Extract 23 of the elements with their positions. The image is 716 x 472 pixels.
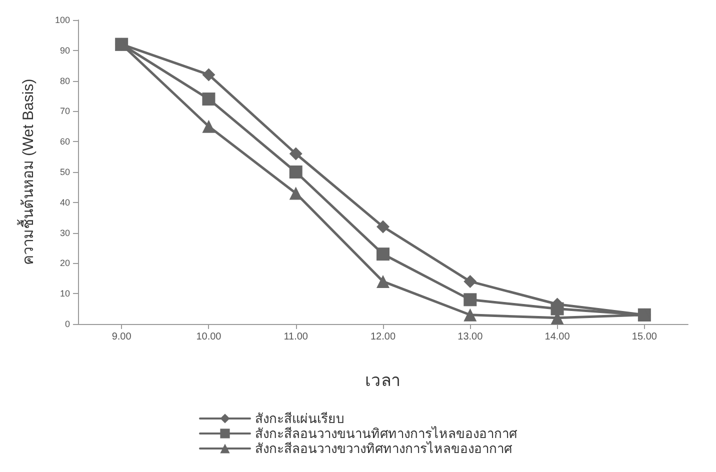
y-tick-label: 90 [60,45,70,56]
legend-label: สังกะสีลอนวางขนานทิศทางการไหลของอากาศ [255,426,518,441]
y-tick-label: 50 [60,167,70,177]
x-tick-label: 14.00 [544,332,570,342]
y-tick-label: 100 [54,15,70,25]
y-tick-label: 70 [60,106,70,116]
x-tick-label: 11.00 [284,332,308,342]
x-tick-label: 9.00 [112,332,132,342]
y-tick-label: 0 [64,319,70,329]
y-tick-label: 60 [60,136,70,147]
y-tick-label: 20 [60,258,70,268]
x-tick-label: 12.00 [370,332,396,342]
y-axis-title: ความชื้นต้นหอม (Wet Basis) [17,78,37,266]
x-tick-label: 15.00 [632,332,658,342]
x-tick-label: 10.00 [196,332,222,342]
legend-label: สังกะสีแผ่นเรียบ [255,411,344,426]
x-axis-title: เวลา [365,371,401,390]
x-tick-label: 13.00 [458,332,484,342]
y-tick-label: 10 [60,288,70,299]
y-tick-label: 40 [60,197,70,208]
y-tick-label: 30 [60,228,70,238]
legend-label: สังกะสีลอนวางขวางทิศทางการไหลของอากาศ [255,441,513,456]
y-tick-label: 80 [60,76,70,86]
